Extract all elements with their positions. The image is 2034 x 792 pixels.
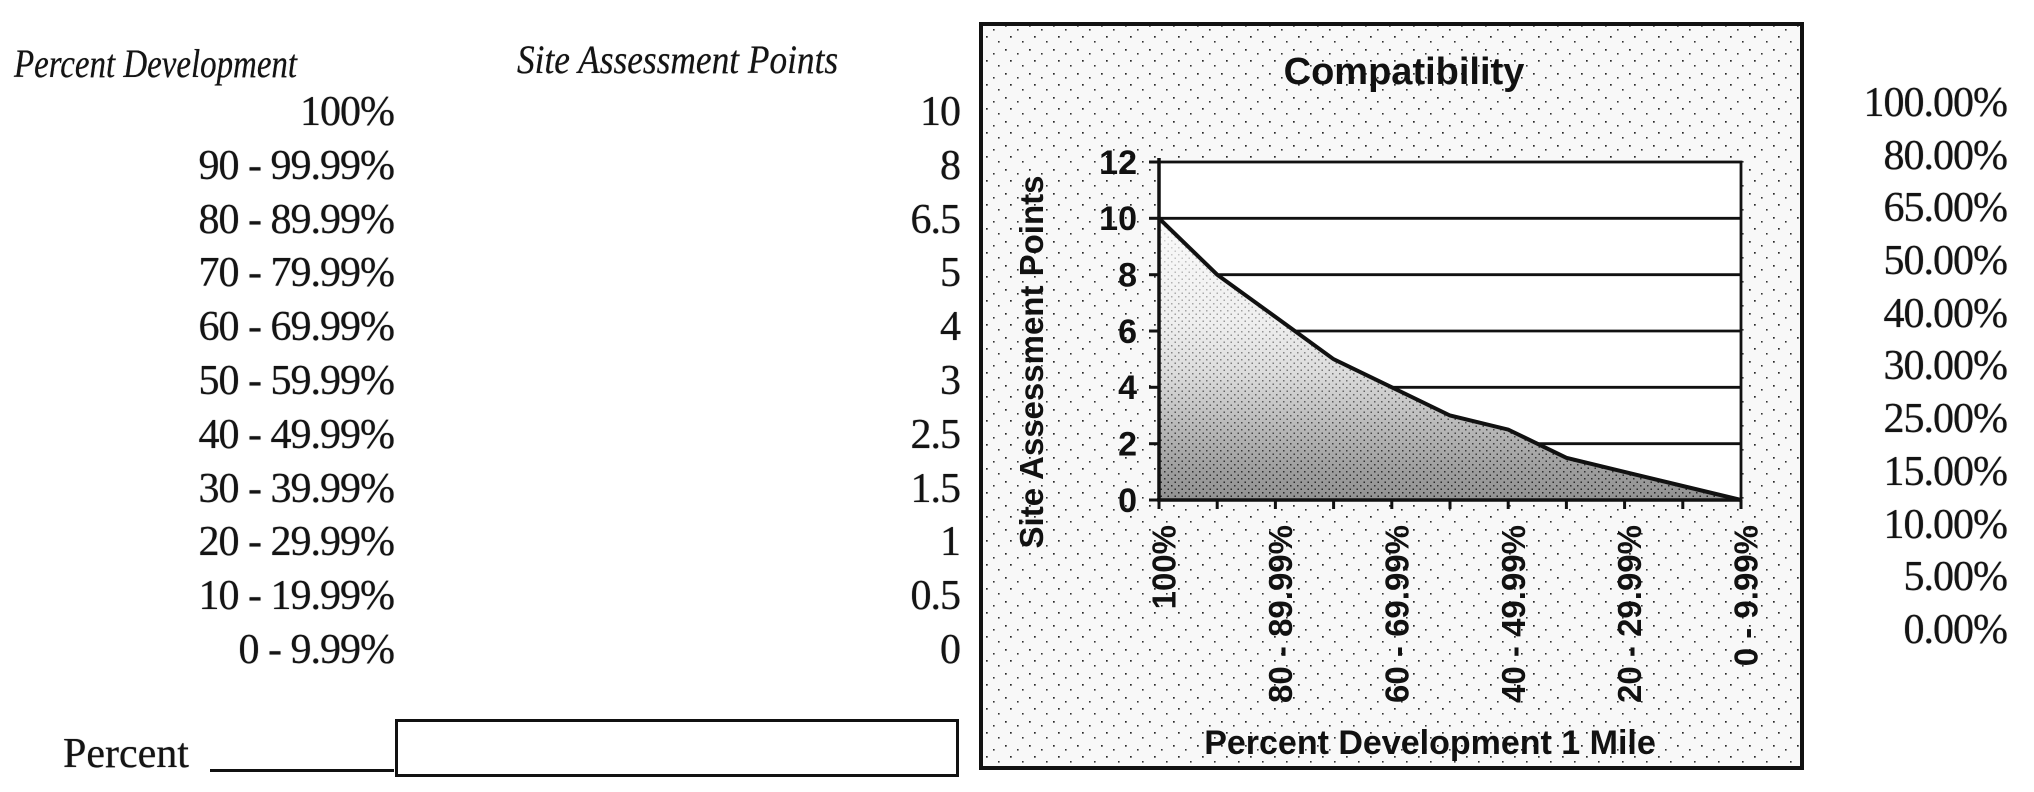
svg-text:12: 12 <box>1099 144 1137 182</box>
svg-text:100%: 100% <box>1146 525 1183 609</box>
svg-text:10: 10 <box>1099 200 1137 238</box>
svg-text:60 - 69.99%: 60 - 69.99% <box>1378 525 1415 703</box>
svg-text:8: 8 <box>1118 257 1137 295</box>
svg-text:6: 6 <box>1118 313 1137 351</box>
svg-text:20 - 29.99%: 20 - 29.99% <box>1611 525 1648 703</box>
svg-text:0: 0 <box>1118 482 1137 520</box>
svg-text:0 - 9.99%: 0 - 9.99% <box>1728 525 1765 666</box>
svg-text:40 - 49.99%: 40 - 49.99% <box>1495 525 1532 703</box>
svg-text:Percent Development 1 Mile: Percent Development 1 Mile <box>1204 724 1656 762</box>
svg-text:Site Assessment Points: Site Assessment Points <box>1013 176 1050 549</box>
svg-text:4: 4 <box>1118 369 1137 407</box>
svg-text:80 - 89.99%: 80 - 89.99% <box>1262 525 1299 703</box>
svg-text:2: 2 <box>1118 426 1137 464</box>
svg-text:Compatibility: Compatibility <box>1284 51 1525 93</box>
